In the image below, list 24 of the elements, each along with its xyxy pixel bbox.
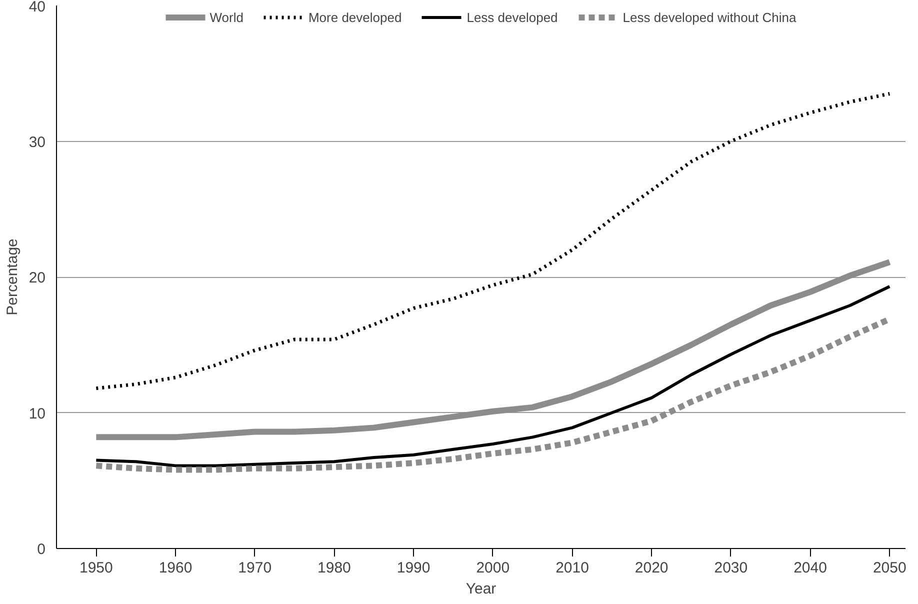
legend-label: Less developed [466, 10, 558, 24]
x-axis-title: Year [466, 580, 496, 598]
x-tick-label: 1970 [238, 560, 272, 576]
y-axis-title: Percentage [4, 238, 21, 316]
x-tick-label: 2040 [794, 560, 827, 576]
x-tick-label: 2010 [556, 560, 589, 576]
x-tick-label: 2000 [476, 560, 510, 576]
x-tick-label: 2050 [872, 560, 906, 576]
x-tick-label: 1950 [79, 560, 113, 576]
legend-label: Less developed without China [622, 10, 796, 24]
line-series [94, 285, 892, 468]
x-tick-label: 1980 [318, 560, 351, 576]
line-series [94, 92, 892, 390]
y-tick-label: 40 [28, 0, 46, 16]
x-tick-label: 2030 [714, 560, 748, 576]
y-tick-label: 0 [37, 541, 46, 558]
y-tick-label: 20 [28, 270, 46, 286]
legend-label: World [210, 10, 244, 24]
x-tick-label: 1990 [396, 560, 430, 576]
y-tick-label: 10 [28, 405, 46, 422]
x-tick-label: 2020 [634, 560, 668, 576]
x-tick-label: 1960 [158, 560, 192, 576]
y-tick-label: 30 [28, 134, 46, 151]
legend-label: More developed [308, 10, 402, 24]
